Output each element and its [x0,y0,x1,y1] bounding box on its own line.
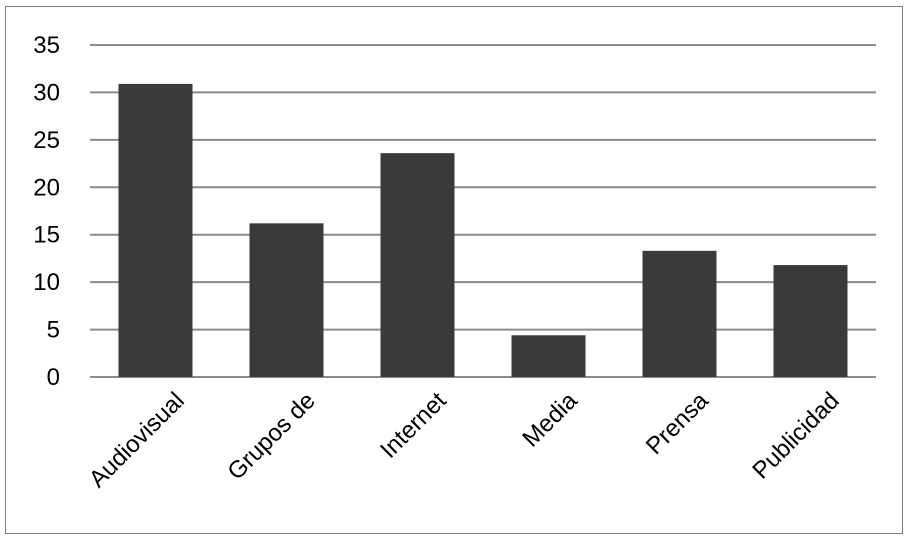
y-tick-label: 25 [33,127,60,154]
x-category-label: Publicidad [747,387,844,484]
x-category-label: Prensa [641,387,714,460]
x-category-label: Grupos de [222,387,320,485]
y-tick-label: 10 [33,269,60,296]
y-tick-label: 30 [33,79,60,106]
bar-audiovisual [118,83,193,378]
y-tick-label: 5 [47,317,60,344]
x-category-label: Media [517,387,583,453]
x-axis-category-labels: Audiovisual Grupos de Internet Media Prensa P… [84,387,845,493]
bar-prensa [642,250,717,377]
bar-media [511,335,586,377]
y-tick-label: 35 [33,32,60,59]
y-tick-label: 20 [33,174,60,201]
x-category-label: Internet [375,387,452,464]
bar-internet [380,153,455,377]
bar-publicidad [773,265,848,377]
gridlines [90,44,876,378]
x-category-label: Audiovisual [84,387,190,493]
bars [118,83,848,378]
y-tick-label: 15 [33,222,60,249]
y-axis-tick-labels: 0 5 10 15 20 25 30 35 [33,32,60,391]
y-tick-label: 0 [47,364,60,391]
bar-grupos-de [249,223,324,377]
